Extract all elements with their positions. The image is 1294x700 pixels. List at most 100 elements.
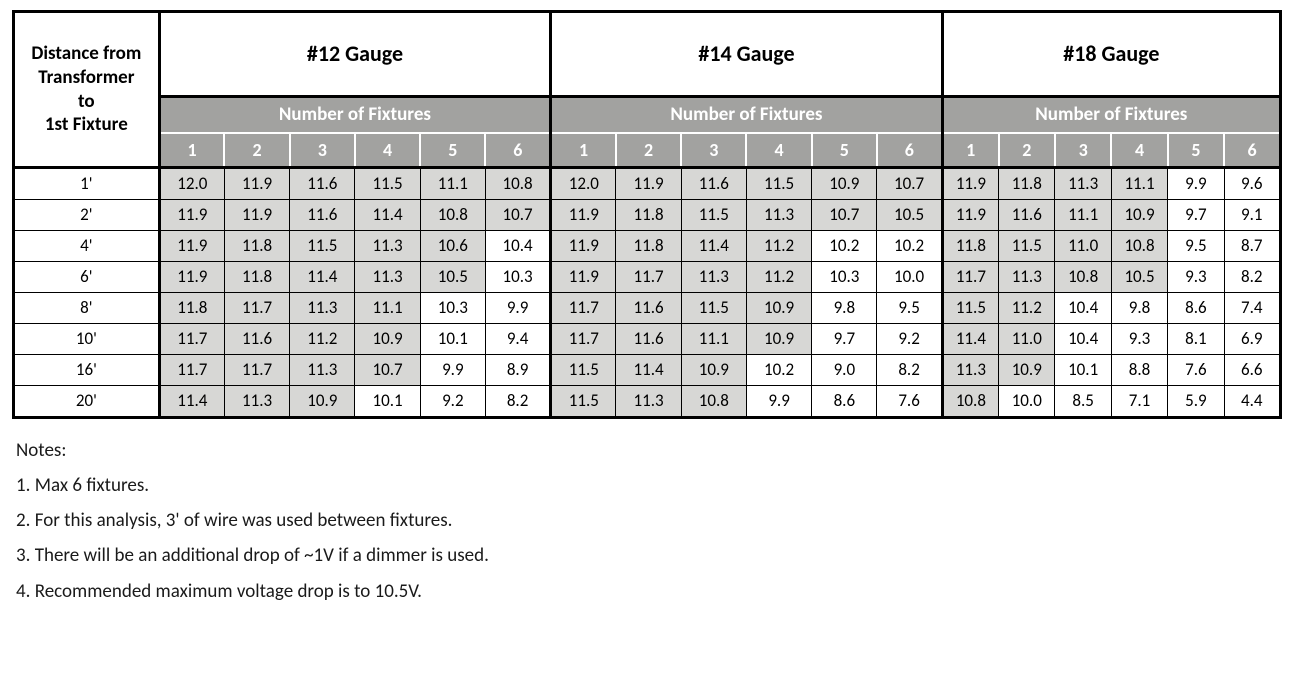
voltage-cell: 11.4 <box>159 386 224 418</box>
fixture-column-number: 6 <box>877 133 942 168</box>
fixture-column-number: 6 <box>485 133 550 168</box>
voltage-cell: 11.8 <box>224 231 289 262</box>
voltage-cell: 8.9 <box>485 355 550 386</box>
voltage-cell: 11.7 <box>616 262 681 293</box>
fixture-column-number: 3 <box>290 133 355 168</box>
fixture-column-number: 5 <box>1168 133 1224 168</box>
voltage-cell: 10.2 <box>746 355 811 386</box>
voltage-cell: 11.5 <box>290 231 355 262</box>
voltage-cell: 11.6 <box>999 200 1055 231</box>
voltage-cell: 9.3 <box>1168 262 1224 293</box>
voltage-cell: 10.3 <box>420 293 485 324</box>
voltage-cell: 11.8 <box>942 231 998 262</box>
voltage-cell: 10.5 <box>877 200 942 231</box>
voltage-cell: 11.3 <box>999 262 1055 293</box>
voltage-cell: 11.3 <box>942 355 998 386</box>
voltage-cell: 10.9 <box>746 324 811 355</box>
voltage-cell: 8.2 <box>485 386 550 418</box>
voltage-cell: 11.7 <box>551 324 616 355</box>
voltage-cell: 11.2 <box>746 262 811 293</box>
voltage-cell: 10.9 <box>746 293 811 324</box>
voltage-cell: 12.0 <box>551 168 616 200</box>
voltage-cell: 9.2 <box>420 386 485 418</box>
fixture-column-number: 2 <box>224 133 289 168</box>
voltage-cell: 11.6 <box>616 324 681 355</box>
voltage-cell: 8.7 <box>1224 231 1280 262</box>
voltage-cell: 11.6 <box>290 168 355 200</box>
voltage-cell: 10.4 <box>485 231 550 262</box>
voltage-cell: 9.7 <box>812 324 877 355</box>
voltage-cell: 11.9 <box>159 262 224 293</box>
voltage-cell: 10.8 <box>1111 231 1167 262</box>
voltage-cell: 11.5 <box>681 200 746 231</box>
fixture-column-number: 5 <box>812 133 877 168</box>
voltage-cell: 8.8 <box>1111 355 1167 386</box>
voltage-cell: 4.4 <box>1224 386 1280 418</box>
voltage-cell: 11.7 <box>942 262 998 293</box>
voltage-cell: 11.9 <box>616 168 681 200</box>
voltage-cell: 7.4 <box>1224 293 1280 324</box>
distance-label: 2' <box>14 200 160 231</box>
voltage-cell: 9.8 <box>812 293 877 324</box>
distance-header-line: to <box>78 90 95 113</box>
fixture-column-number: 1 <box>942 133 998 168</box>
distance-label: 4' <box>14 231 160 262</box>
voltage-cell: 10.6 <box>420 231 485 262</box>
notes-section: Notes: 1. Max 6 fixtures. 2. For this an… <box>12 433 1282 609</box>
voltage-cell: 11.9 <box>224 168 289 200</box>
voltage-cell: 8.5 <box>1055 386 1111 418</box>
distance-label: 10' <box>14 324 160 355</box>
table-header: Distance from Transformer to 1st Fixture… <box>14 12 1281 168</box>
voltage-drop-table: Distance from Transformer to 1st Fixture… <box>12 10 1282 419</box>
voltage-cell: 11.3 <box>746 200 811 231</box>
voltage-cell: 11.7 <box>159 324 224 355</box>
voltage-cell: 11.0 <box>999 324 1055 355</box>
voltage-cell: 9.2 <box>877 324 942 355</box>
distance-label: 20' <box>14 386 160 418</box>
voltage-cell: 10.9 <box>1111 200 1167 231</box>
voltage-cell: 11.1 <box>420 168 485 200</box>
gauge-header: #18 Gauge <box>942 12 1280 97</box>
voltage-cell: 11.5 <box>999 231 1055 262</box>
voltage-cell: 10.2 <box>877 231 942 262</box>
distance-header-line: Distance from <box>31 42 141 65</box>
voltage-cell: 9.5 <box>1168 231 1224 262</box>
voltage-cell: 10.3 <box>485 262 550 293</box>
voltage-cell: 11.6 <box>681 168 746 200</box>
voltage-cell: 11.2 <box>290 324 355 355</box>
fixtures-subheader: Number of Fixtures <box>159 97 551 134</box>
voltage-cell: 11.4 <box>942 324 998 355</box>
fixture-column-number: 4 <box>1111 133 1167 168</box>
voltage-cell: 10.7 <box>485 200 550 231</box>
voltage-cell: 9.9 <box>485 293 550 324</box>
voltage-cell: 10.8 <box>681 386 746 418</box>
voltage-cell: 9.1 <box>1224 200 1280 231</box>
voltage-cell: 11.1 <box>681 324 746 355</box>
table-row: 8'11.811.711.311.110.39.911.711.611.510.… <box>14 293 1281 324</box>
voltage-cell: 9.9 <box>746 386 811 418</box>
voltage-cell: 8.2 <box>877 355 942 386</box>
voltage-cell: 11.4 <box>355 200 420 231</box>
voltage-cell: 11.2 <box>999 293 1055 324</box>
voltage-cell: 9.4 <box>485 324 550 355</box>
voltage-cell: 11.8 <box>224 262 289 293</box>
voltage-cell: 10.8 <box>1055 262 1111 293</box>
notes-item: 4. Recommended maximum voltage drop is t… <box>16 574 1282 609</box>
notes-item: 2. For this analysis, 3' of wire was use… <box>16 503 1282 538</box>
voltage-cell: 11.9 <box>224 200 289 231</box>
voltage-cell: 8.6 <box>1168 293 1224 324</box>
voltage-cell: 11.5 <box>746 168 811 200</box>
voltage-cell: 10.9 <box>812 168 877 200</box>
voltage-cell: 9.7 <box>1168 200 1224 231</box>
voltage-cell: 11.7 <box>551 293 616 324</box>
table-row: 16'11.711.711.310.79.98.911.511.410.910.… <box>14 355 1281 386</box>
voltage-cell: 9.8 <box>1111 293 1167 324</box>
voltage-cell: 8.2 <box>1224 262 1280 293</box>
fixtures-subheader: Number of Fixtures <box>551 97 943 134</box>
distance-label: 1' <box>14 168 160 200</box>
voltage-cell: 10.9 <box>999 355 1055 386</box>
voltage-cell: 10.1 <box>1055 355 1111 386</box>
voltage-cell: 7.6 <box>1168 355 1224 386</box>
voltage-cell: 11.4 <box>616 355 681 386</box>
voltage-cell: 11.8 <box>616 200 681 231</box>
